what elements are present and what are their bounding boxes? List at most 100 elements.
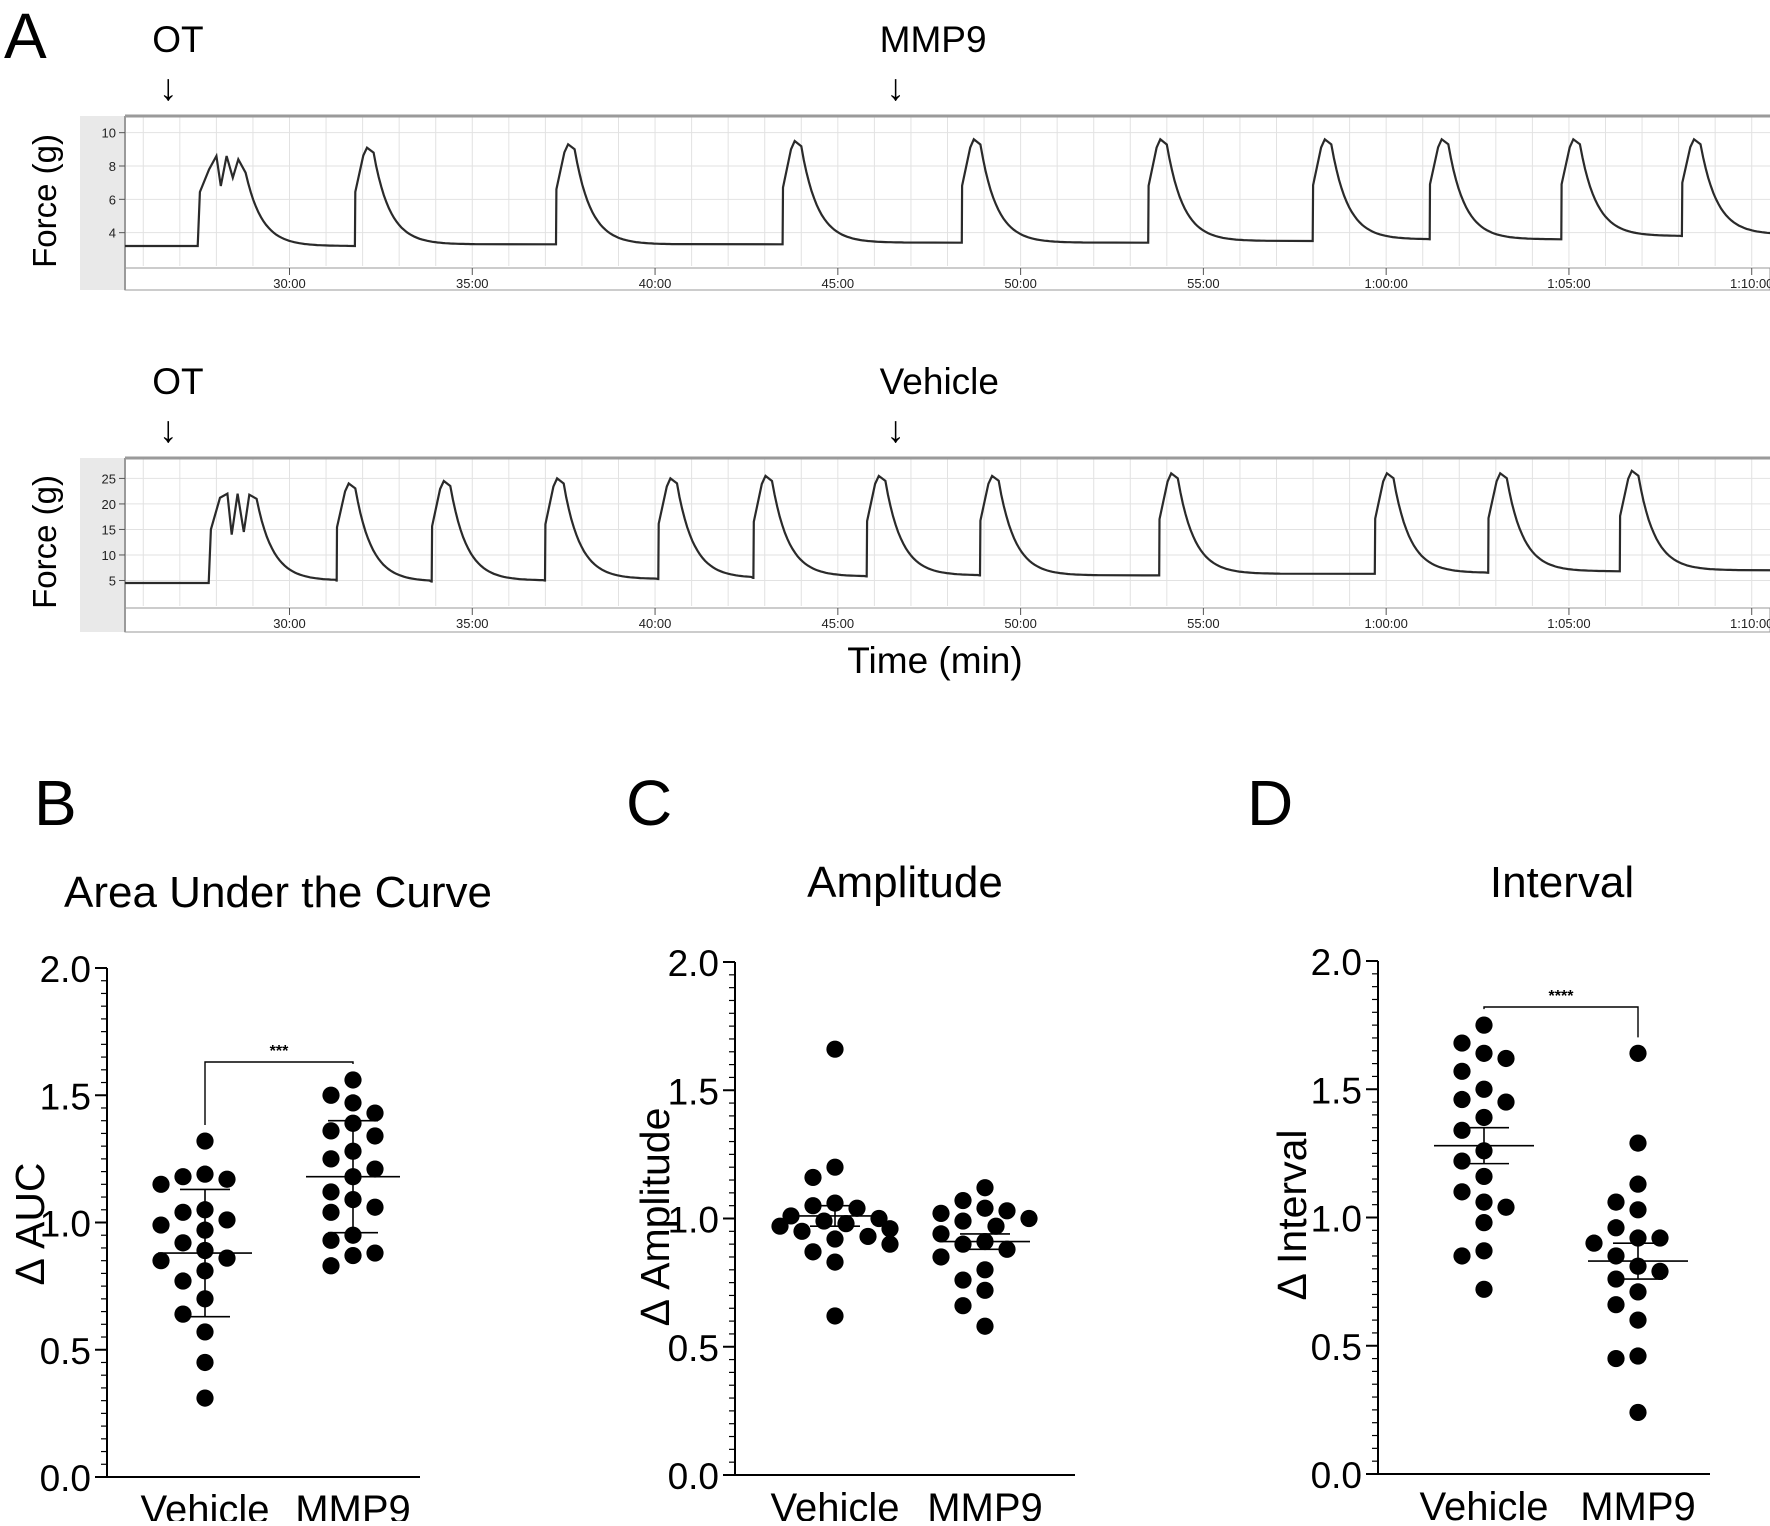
data-point xyxy=(196,1323,214,1341)
time-axis-strip xyxy=(124,607,1770,633)
data-point xyxy=(322,1231,340,1249)
x-tick-label: 40:00 xyxy=(639,616,672,631)
data-point xyxy=(826,1040,844,1058)
x-tick-label: 45:00 xyxy=(822,276,855,291)
x-axis-label: Time (min) xyxy=(847,640,1022,681)
x-category-label: MMP9 xyxy=(1580,1485,1696,1521)
data-point xyxy=(1497,1093,1515,1111)
data-point xyxy=(998,1202,1016,1220)
data-point xyxy=(1453,1034,1471,1052)
x-tick-label: 50:00 xyxy=(1004,616,1037,631)
y-axis-label: Force (g) xyxy=(26,475,63,609)
data-point xyxy=(344,1071,362,1089)
y-axis-label: Δ AUC xyxy=(7,1162,53,1285)
data-point xyxy=(1497,1049,1515,1068)
data-point xyxy=(1475,1242,1493,1260)
y-axis-label: Δ Amplitude xyxy=(632,1108,678,1327)
data-point xyxy=(152,1175,170,1193)
time-axis-strip xyxy=(124,267,1770,291)
data-point xyxy=(793,1222,811,1240)
data-point xyxy=(366,1244,384,1262)
data-point xyxy=(196,1353,214,1372)
x-tick-label: 1:10:00 xyxy=(1730,616,1770,631)
data-point xyxy=(322,1086,340,1104)
y-tick-label: 8 xyxy=(109,159,116,174)
y-tick-label: 0.0 xyxy=(40,1458,91,1499)
data-point xyxy=(344,1094,362,1112)
data-point xyxy=(152,1252,170,1270)
data-point xyxy=(174,1203,192,1221)
data-point xyxy=(1475,1280,1493,1298)
data-point xyxy=(954,1235,972,1253)
significance-bracket xyxy=(1483,1006,1639,1038)
data-point xyxy=(954,1212,972,1230)
x-tick-label: 50:00 xyxy=(1004,276,1037,291)
panel-letter-c: C xyxy=(626,767,672,839)
data-point xyxy=(196,1132,214,1150)
grid xyxy=(125,116,1770,266)
data-point xyxy=(1629,1044,1647,1062)
y-axis-gutter xyxy=(80,458,125,632)
data-point xyxy=(322,1257,340,1275)
data-point xyxy=(1629,1201,1647,1219)
data-point xyxy=(1651,1262,1669,1280)
y-tick-label: 15 xyxy=(102,522,116,537)
y-axis-gutter xyxy=(80,116,125,290)
y-tick-label: 1.5 xyxy=(40,1076,91,1117)
y-tick-label: 5 xyxy=(109,573,116,588)
annotation-arrow: ↓ xyxy=(886,409,905,450)
trace-panel-2: 5 10 15 20 25 Force (g) 30:00 35:00 40:00 45:00 50… xyxy=(26,361,1770,681)
scatter-panel-interval: Interval 0.0 0.5 1.0 1.5 2.0 Δ Interval Vehicle… xyxy=(1269,858,1710,1526)
y-tick-label: 0.5 xyxy=(1311,1327,1362,1368)
data-point xyxy=(1629,1229,1647,1247)
data-point xyxy=(1475,1044,1493,1062)
y-tick-label: 6 xyxy=(109,192,116,207)
data-point xyxy=(1453,1152,1471,1170)
grid xyxy=(125,458,1770,606)
x-category-label: MMP9 xyxy=(927,1486,1043,1521)
data-point xyxy=(976,1317,994,1335)
annotation-label: OT xyxy=(152,361,203,402)
data-point xyxy=(976,1281,994,1299)
data-point xyxy=(366,1160,384,1178)
y-tick-label: 25 xyxy=(102,471,116,486)
data-point xyxy=(1475,1193,1493,1211)
data-point xyxy=(932,1204,950,1222)
data-point xyxy=(1475,1080,1493,1098)
data-point xyxy=(174,1272,192,1290)
y-tick-label: 4 xyxy=(109,226,116,241)
data-point xyxy=(1497,1198,1515,1216)
y-tick-label: 1.0 xyxy=(668,1200,719,1241)
y-tick-label: 0.5 xyxy=(40,1331,91,1372)
x-tick-label: 55:00 xyxy=(1187,276,1220,291)
data-point xyxy=(1020,1209,1038,1228)
significance-stars: **** xyxy=(1549,988,1575,1005)
force-trace xyxy=(125,137,1770,248)
scatter-panel-auc: Area Under the Curve 0.0 0.5 1.0 1.5 2.0 Δ AUC… xyxy=(7,868,492,1526)
y-tick-label: 1.0 xyxy=(1311,1199,1362,1240)
y-axis-label: Force (g) xyxy=(26,134,63,268)
data-point xyxy=(1629,1283,1647,1301)
x-category-label: Vehicle xyxy=(1420,1485,1549,1521)
annotation-label: Vehicle xyxy=(880,361,999,402)
y-tick-label: 10 xyxy=(102,548,116,563)
x-tick-label: 30:00 xyxy=(273,276,306,291)
data-point xyxy=(1607,1193,1625,1211)
annotation-arrow: ↓ xyxy=(886,67,905,108)
annotation-arrow: ↓ xyxy=(159,67,178,108)
panel-letter-a: A xyxy=(4,0,47,72)
data-point xyxy=(1453,1247,1471,1265)
annotation-arrow: ↓ xyxy=(159,409,178,450)
panel-letter-b: B xyxy=(34,767,77,839)
data-point xyxy=(932,1225,950,1243)
data-point xyxy=(1629,1403,1647,1422)
force-trace xyxy=(125,469,1770,585)
significance-bracket xyxy=(204,1061,354,1126)
scatter-panel-amplitude: Amplitude 0.0 0.5 1.0 1.5 2.0 Δ Amplitude Vehic… xyxy=(632,858,1075,1526)
data-point xyxy=(174,1234,192,1252)
data-point xyxy=(870,1209,888,1228)
data-point xyxy=(1607,1349,1625,1368)
trace-panel-1: 4 6 8 10 Force (g) 30:00 35:00 40:00 45:00 50:00 5… xyxy=(26,19,1770,291)
data-point xyxy=(804,1243,822,1261)
data-point xyxy=(1453,1062,1471,1080)
